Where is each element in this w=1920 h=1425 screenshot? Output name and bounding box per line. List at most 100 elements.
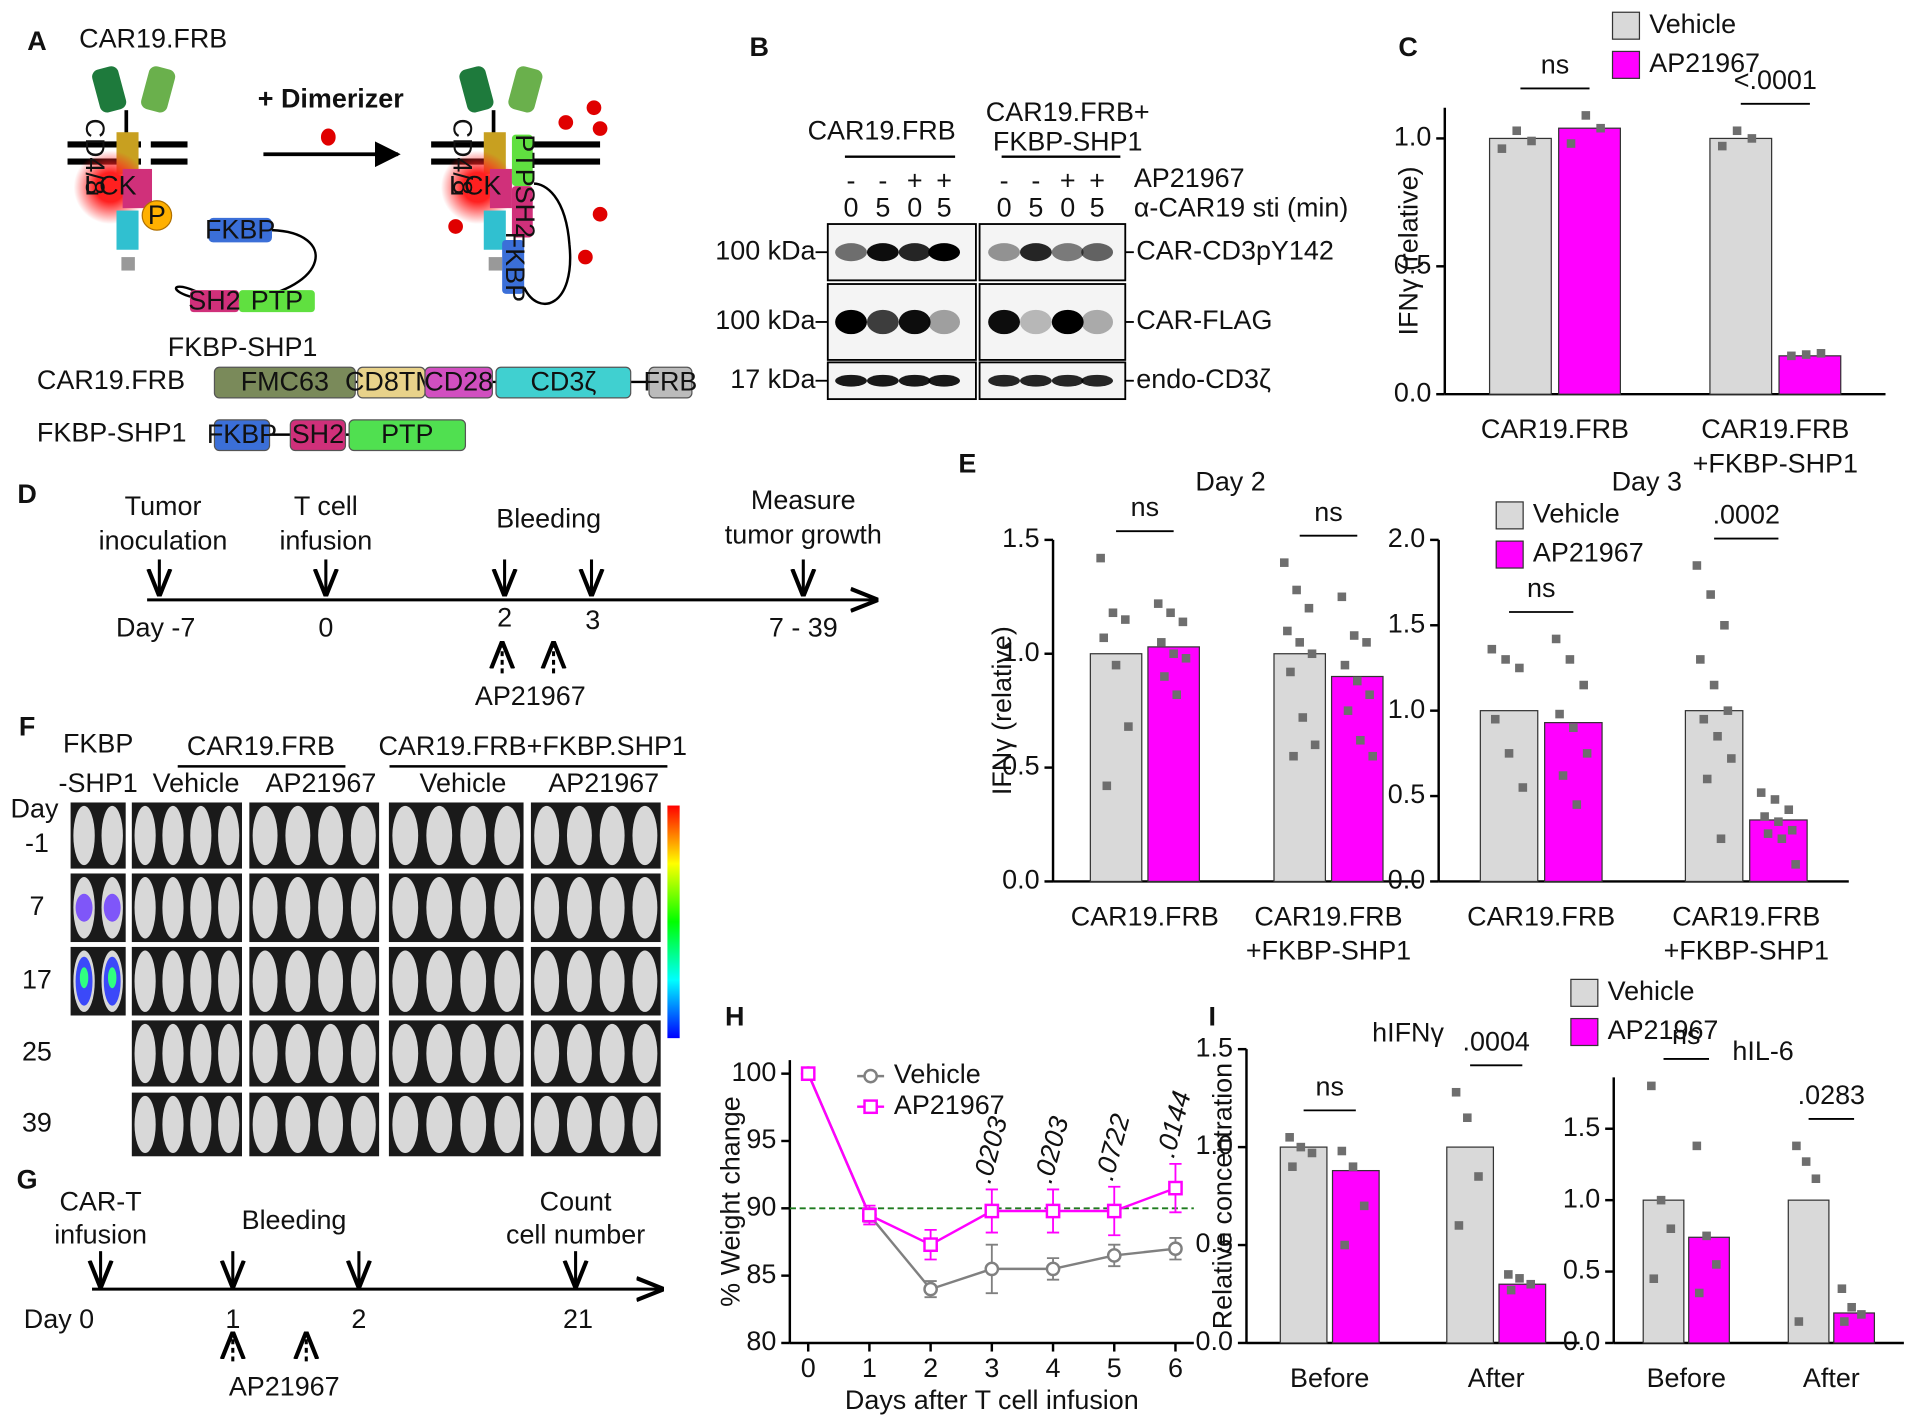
chart-title: Day 2 [1195, 467, 1265, 497]
marker [1106, 1203, 1122, 1219]
x-tick-label: After [1468, 1363, 1525, 1393]
y-tick-label: 0.0 [1563, 1326, 1600, 1356]
mouse [494, 950, 521, 1012]
data-point [1551, 634, 1561, 644]
lane-sign: + [1089, 166, 1105, 196]
marker [800, 1066, 816, 1081]
mouse [218, 805, 240, 866]
chart-title: hIFNγ [1372, 1018, 1444, 1048]
lane-sign: - [1000, 166, 1009, 196]
band [988, 309, 1020, 335]
data-point [1666, 1224, 1676, 1234]
domain-label: LCK [449, 170, 501, 200]
data-point [1727, 754, 1736, 763]
x-tick-label: CAR19.FRB [1254, 901, 1402, 931]
panel-label: D [17, 479, 36, 509]
y-tick-label: 85 [746, 1259, 776, 1289]
row-label: Day [11, 794, 59, 824]
bar [1279, 1146, 1328, 1344]
y-axis-label: IFNγ (relative) [1394, 166, 1424, 335]
x-tick-label: 2 [923, 1353, 938, 1383]
y-tick-label: 1.0 [1002, 637, 1039, 667]
band-label: endo-CD3ζ [1136, 364, 1271, 394]
band [1081, 309, 1114, 335]
mouse [494, 805, 521, 866]
bar [1498, 1283, 1547, 1344]
lane-label: 5 [937, 192, 952, 222]
mouse [460, 877, 487, 939]
y-tick-label: 1.5 [1563, 1112, 1600, 1142]
lane-sign: - [847, 166, 856, 196]
mouse [426, 1095, 453, 1154]
lane-sign: + [936, 166, 952, 196]
data-point [1292, 585, 1301, 595]
band [988, 374, 1020, 387]
data-point [1121, 615, 1130, 624]
data-point [1777, 834, 1787, 844]
receptor-before [67, 66, 317, 313]
p-value-label: .0144 [1150, 1088, 1196, 1161]
day-label: 21 [563, 1304, 593, 1334]
band [898, 374, 931, 387]
data-point [1099, 633, 1109, 643]
bar [1642, 1199, 1685, 1344]
band [1051, 374, 1084, 387]
data-point [1349, 631, 1359, 640]
group-label: CAR19.FRB [808, 115, 956, 145]
significance-label: ns [1672, 1020, 1700, 1050]
mouse [73, 805, 95, 866]
group-label: CAR19.FRB+FKBP.SHP1 [379, 731, 687, 761]
data-point [1581, 111, 1591, 120]
data-point [1801, 1157, 1811, 1166]
bar [1089, 653, 1143, 883]
day-label: 1 [225, 1304, 240, 1334]
signal [103, 893, 121, 922]
y-tick-label: 1.5 [1002, 523, 1039, 553]
y-tick-label: 1.0 [1394, 122, 1431, 152]
domain [348, 419, 467, 452]
day-label: Day 0 [24, 1304, 94, 1334]
data-point [1792, 1141, 1801, 1151]
x-tick-label: CAR19.FRB [1071, 901, 1219, 931]
mouse [534, 805, 560, 866]
group-label: CAR19.FRB+ [986, 97, 1150, 127]
column-label: -SHP1 [58, 768, 137, 798]
data-point [1348, 1162, 1358, 1171]
mouse [285, 950, 311, 1012]
data-point [1582, 749, 1592, 758]
panel-label: C [1398, 32, 1417, 62]
day-label: 7 [29, 891, 44, 921]
data-point [1512, 126, 1522, 136]
bar [1479, 710, 1539, 883]
mouse [392, 1095, 419, 1154]
panel-label: G [17, 1164, 38, 1194]
mouse [392, 805, 419, 866]
x-tick-label: 4 [1046, 1353, 1061, 1383]
mouse [599, 1023, 625, 1084]
band [866, 374, 899, 387]
mouse [632, 877, 658, 939]
schematic-title: CAR19.FRB [79, 24, 227, 54]
lane-sign: + [1060, 166, 1076, 196]
data-point [1515, 663, 1524, 673]
y-tick-label: 1.0 [1563, 1183, 1600, 1213]
color-scale [667, 805, 680, 1039]
chart-title: hIL-6 [1732, 1036, 1793, 1066]
mouse [318, 805, 344, 866]
dimerizer-label: + Dimerizer [258, 83, 404, 113]
mouse [218, 877, 240, 939]
data-point [1178, 617, 1188, 627]
day-label: 17 [22, 964, 52, 994]
y-tick-label: 0.0 [1388, 865, 1425, 895]
data-point [1454, 1221, 1464, 1230]
mouse [350, 1095, 376, 1154]
drug-label: AP21967 [229, 1371, 340, 1401]
domain-label: SH2 [188, 285, 240, 315]
data-point [1723, 706, 1733, 715]
band [1019, 374, 1052, 387]
bar [1488, 137, 1552, 395]
x-tick-label: Before [1647, 1363, 1726, 1393]
mouse [252, 1095, 278, 1154]
x-tick-label: +FKBP-SHP1 [1693, 448, 1858, 478]
